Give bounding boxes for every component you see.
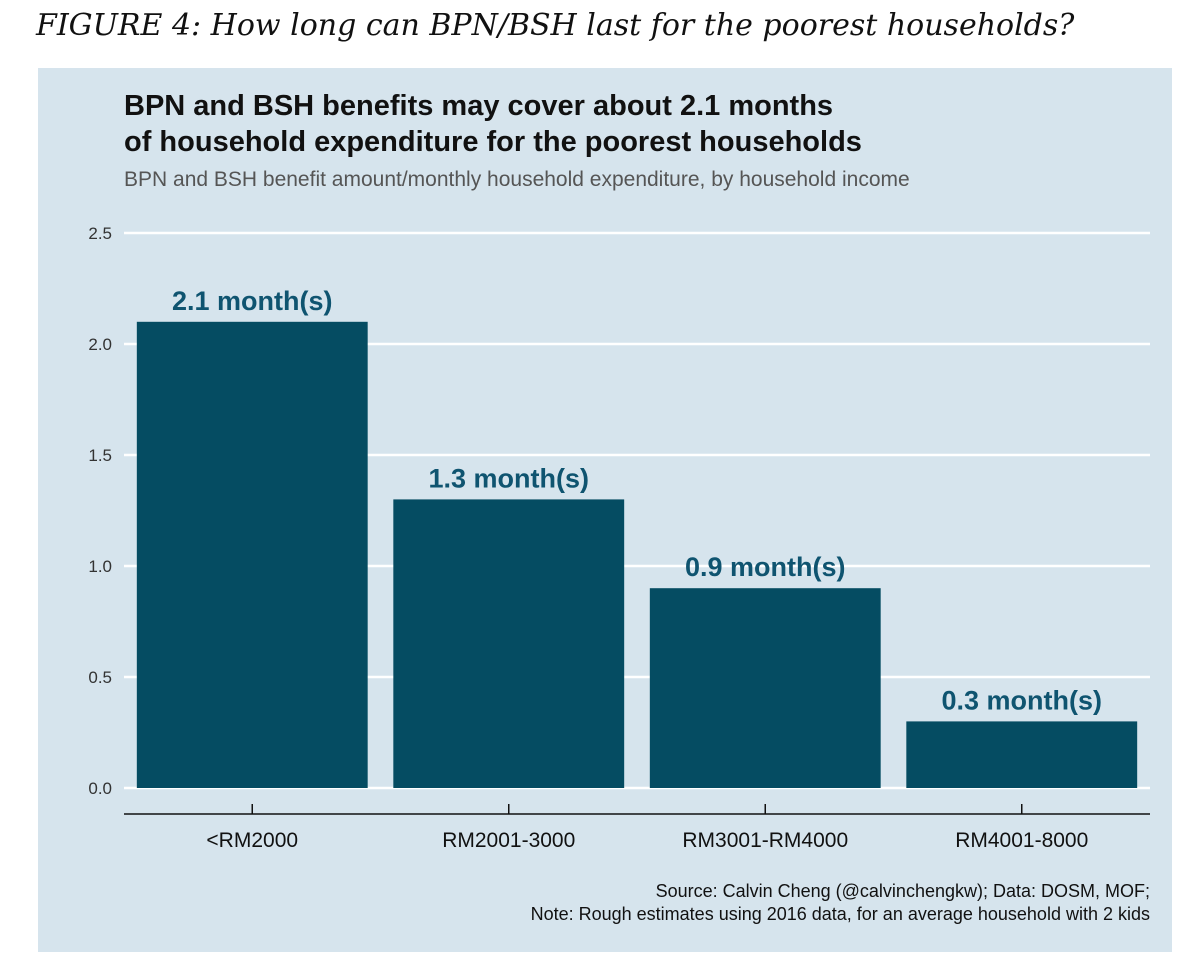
x-axis: <RM2000 RM2001-3000 RM3001-RM4000 RM4001-80…	[124, 804, 1150, 852]
bar	[136, 321, 368, 788]
bar	[906, 721, 1138, 788]
chart-subtitle: BPN and BSH benefit amount/monthly house…	[124, 168, 910, 191]
y-tick-label: 0.0	[88, 779, 112, 798]
y-tick-label: 0.5	[88, 668, 112, 687]
source-line: Source: Calvin Cheng (@calvinchengkw); D…	[655, 881, 1150, 901]
chart-panel: BPN and BSH benefits may cover about 2.1…	[38, 68, 1172, 952]
y-tick-label: 1.5	[88, 446, 112, 465]
bar-chart: 0.0 0.5 1.0 1.5 2.0 2.5 2.1 month(s) 1.3 month…	[88, 224, 1150, 852]
x-tick-label: RM2001-3000	[442, 829, 575, 852]
bar-data-label: 2.1 month(s)	[172, 286, 333, 316]
x-tick-label: RM4001-8000	[955, 829, 1088, 852]
figure-caption: FIGURE 4: How long can BPN/BSH last for …	[36, 8, 1075, 43]
y-tick-label: 2.5	[88, 224, 112, 243]
x-tick-label: <RM2000	[206, 829, 298, 852]
chart-title-line-2: of household expenditure for the poorest…	[124, 126, 862, 158]
y-tick-label: 1.0	[88, 557, 112, 576]
bar-data-label: 0.9 month(s)	[685, 552, 846, 582]
note-line: Note: Rough estimates using 2016 data, f…	[530, 904, 1150, 924]
chart-title-line-1: BPN and BSH benefits may cover about 2.1…	[124, 90, 834, 122]
data-labels: 2.1 month(s) 1.3 month(s) 0.9 month(s) 0.3 …	[172, 286, 1102, 716]
y-tick-label: 2.0	[88, 335, 112, 354]
chart-title: BPN and BSH benefits may cover about 2.1…	[124, 88, 862, 160]
x-tick-label: RM3001-RM4000	[682, 829, 848, 852]
bar	[649, 588, 881, 788]
bar-data-label: 0.3 month(s)	[941, 685, 1102, 715]
bar-data-label: 1.3 month(s)	[428, 463, 589, 493]
y-axis-ticks: 0.0 0.5 1.0 1.5 2.0 2.5	[88, 224, 112, 798]
source-note: Source: Calvin Cheng (@calvinchengkw); D…	[531, 880, 1150, 926]
bars	[136, 321, 1138, 788]
bar	[393, 499, 625, 788]
